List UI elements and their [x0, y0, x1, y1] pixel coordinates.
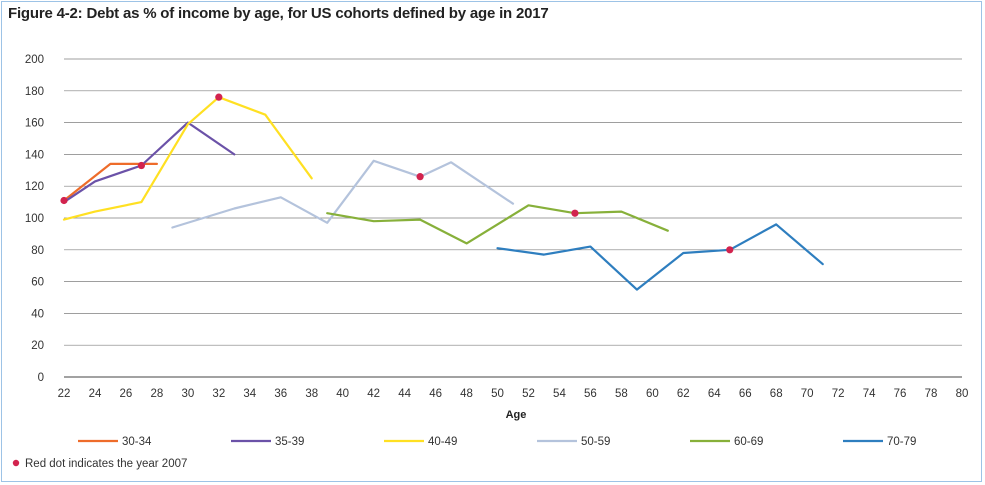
x-tick-label: 64: [708, 388, 721, 400]
marker-legend-label: Red dot indicates the year 2007: [25, 458, 187, 470]
y-tick-label: 80: [31, 245, 44, 257]
gridlines: [64, 58, 962, 378]
x-tick-label: 56: [584, 388, 597, 400]
y-tick-label: 60: [31, 277, 44, 289]
legend-label: 35-39: [275, 436, 304, 448]
year-2007-dot: [416, 173, 424, 181]
x-tick-label: 60: [646, 388, 659, 400]
year-2007-dot: [60, 196, 68, 205]
y-tick-label: 40: [31, 308, 44, 320]
x-tick-label: 72: [832, 388, 845, 400]
y-tick-label: 20: [31, 340, 44, 352]
y-tick-label: 200: [25, 54, 44, 66]
year-2007-markers: [60, 93, 734, 254]
y-tick-label: 120: [25, 181, 44, 193]
legend-label: 30-34: [122, 436, 152, 448]
year-2007-dot: [137, 161, 146, 170]
x-tick-label: 74: [863, 388, 876, 400]
x-tick-label: 30: [181, 388, 194, 400]
x-tick-label: 24: [89, 388, 102, 400]
series-lines: [62, 96, 824, 291]
y-tick-label: 140: [25, 149, 44, 161]
x-tick-label: 34: [243, 388, 256, 400]
x-tick-label: 52: [522, 388, 535, 400]
x-tick-label: 22: [58, 388, 71, 400]
legend-label: 70-79: [887, 436, 916, 448]
series-line-50-59: [171, 159, 515, 229]
x-tick-label: 62: [677, 388, 690, 400]
series-line-30-34: [62, 162, 158, 202]
x-axis-title: Age: [506, 409, 527, 421]
x-tick-label: 80: [956, 388, 969, 400]
x-tick-label: 28: [150, 388, 163, 400]
y-tick-label: 0: [38, 372, 44, 384]
year-2007-dot: [215, 93, 223, 101]
y-tick-label: 180: [25, 86, 44, 98]
x-tick-label: 76: [894, 388, 907, 400]
x-tick-label: 70: [801, 388, 814, 400]
series-line-70-79: [496, 223, 824, 291]
x-tick-label: 42: [367, 388, 380, 400]
x-tick-label: 68: [770, 388, 783, 400]
legend: 30-34 35-39 40-49 50-59 60-69 70-79: [78, 436, 916, 448]
y-tick-label: 160: [25, 118, 44, 130]
x-tick-label: 32: [212, 388, 225, 400]
y-tick-label: 100: [25, 213, 44, 225]
year-2007-dot: [571, 209, 579, 217]
x-tick-label: 44: [398, 388, 411, 400]
marker-legend: Red dot indicates the year 2007: [12, 458, 187, 470]
x-tick-label: 26: [120, 388, 133, 400]
series-line-40-49: [62, 96, 313, 221]
y-axis-ticks: 0 20 40 60 80 100 120 140 160 180 200: [25, 54, 44, 384]
year-2007-dot: [726, 246, 734, 254]
x-tick-label: 48: [460, 388, 473, 400]
x-tick-label: 38: [305, 388, 318, 400]
legend-label: 50-59: [581, 436, 610, 448]
marker-legend-dot: [12, 459, 20, 467]
x-tick-label: 46: [429, 388, 442, 400]
x-axis-ticks: 22 24 26 28 30 32 34 36 38 40 42 44 46 48 50 52 54 56 58 60…: [58, 388, 969, 400]
x-tick-label: 66: [739, 388, 752, 400]
legend-label: 40-49: [428, 436, 457, 448]
x-tick-label: 36: [274, 388, 287, 400]
x-tick-label: 40: [336, 388, 349, 400]
x-tick-label: 54: [553, 388, 566, 400]
series-line-60-69: [326, 204, 669, 245]
x-tick-label: 58: [615, 388, 628, 400]
x-tick-label: 50: [491, 388, 504, 400]
chart-title: Figure 4-2: Debt as % of income by age, …: [8, 5, 549, 22]
x-tick-label: 78: [925, 388, 938, 400]
legend-label: 60-69: [734, 436, 763, 448]
